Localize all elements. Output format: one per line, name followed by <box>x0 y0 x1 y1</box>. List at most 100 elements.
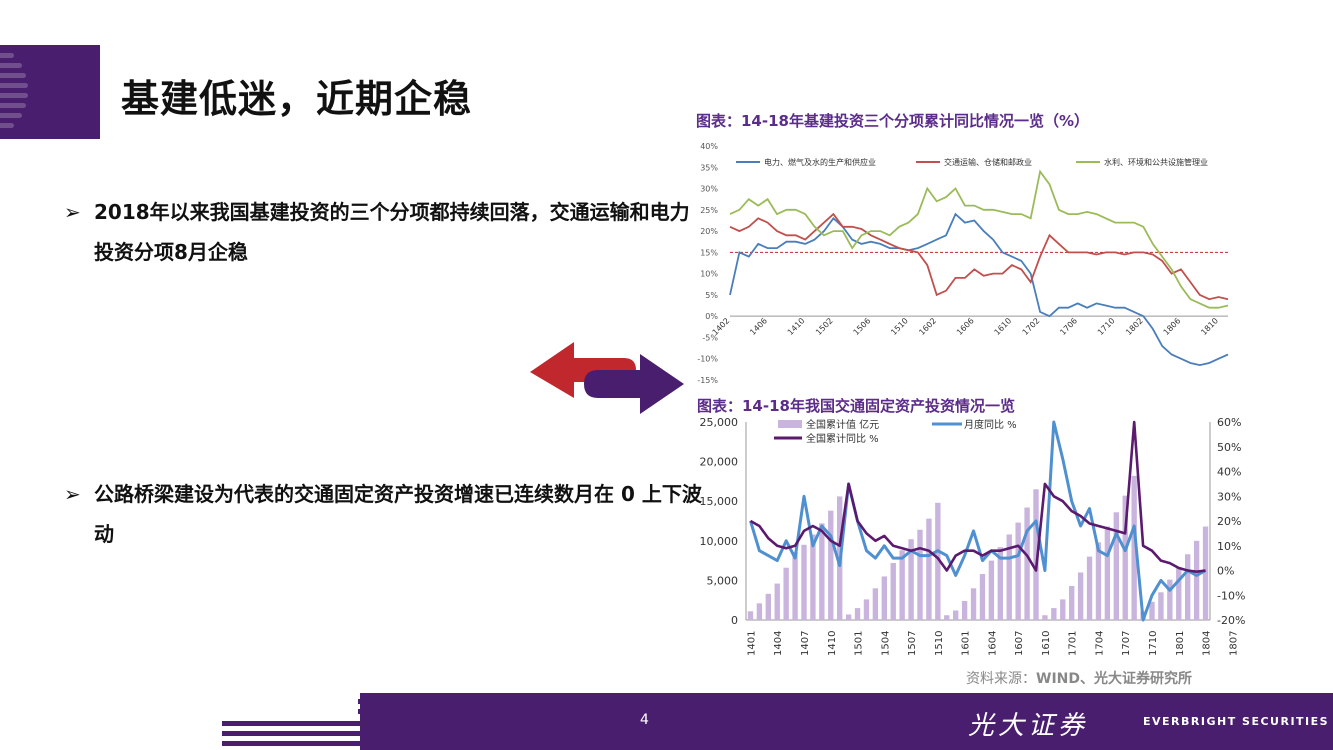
page-number: 4 <box>640 712 649 728</box>
y-tick-label: -10% <box>697 355 718 364</box>
series-line <box>749 420 1207 622</box>
x-tick-label: 1804 <box>1202 631 1213 656</box>
bar <box>783 567 789 620</box>
chart1-title: 图表：14-18年基建投资三个分项累计同比情况一览（%） <box>696 112 1090 130</box>
series-line <box>749 420 1206 573</box>
y-tick-label-left: 15,000 <box>700 495 739 508</box>
bar <box>953 610 959 620</box>
series-line <box>729 212 1229 367</box>
x-tick-label: 1610 <box>1041 631 1052 656</box>
bar <box>1149 601 1155 620</box>
y-tick-label: 40% <box>700 142 718 151</box>
bar <box>1202 526 1209 620</box>
x-tick-label: 1607 <box>1014 631 1025 656</box>
bar <box>908 539 914 620</box>
source-note: 资料来源：WIND、光大证券研究所 <box>966 668 1192 688</box>
bar <box>1051 608 1057 620</box>
x-tick-label: 1610 <box>993 316 1014 337</box>
bar <box>1158 592 1164 620</box>
x-tick-label: 1510 <box>889 316 910 337</box>
bar <box>961 600 968 620</box>
bar <box>1193 540 1200 620</box>
bar <box>1131 475 1137 620</box>
bar <box>1024 507 1030 620</box>
x-tick-label: 1406 <box>748 316 769 337</box>
y-tick-label-right: 60% <box>1217 416 1241 429</box>
bar <box>810 534 816 620</box>
bar <box>747 611 754 620</box>
bar <box>863 599 870 620</box>
x-tick-label: 1404 <box>773 631 784 656</box>
bar <box>926 518 932 620</box>
bar <box>1015 522 1021 620</box>
y-tick-label-right: 30% <box>1217 490 1241 503</box>
y-tick-label: 0% <box>705 312 718 321</box>
y-tick-label: -5% <box>702 333 718 342</box>
bar <box>1069 585 1075 620</box>
bar <box>1122 495 1128 620</box>
x-tick-label: 1806 <box>1162 316 1183 337</box>
x-tick-label: 1506 <box>852 316 873 337</box>
bullet-arrow-icon: ➢ <box>64 200 81 224</box>
y-tick-label-right: 20% <box>1217 515 1241 528</box>
bar <box>1060 599 1066 620</box>
bar <box>774 583 780 620</box>
chart2-title: 图表：14-18年我国交通固定资产投资情况一览 <box>697 397 1015 415</box>
bullet-text: 公路桥梁建设为代表的交通固定资产投资增速已连续数月在 0 上下波动 <box>94 482 702 546</box>
bar <box>1167 579 1173 620</box>
bar <box>979 574 986 620</box>
x-tick-label: 1701 <box>1068 631 1079 656</box>
legend-swatch <box>778 420 802 428</box>
x-tick-label: 1510 <box>934 631 945 656</box>
bar <box>881 576 887 620</box>
y-tick-label: 20% <box>700 227 718 236</box>
x-tick-label: 1507 <box>907 631 918 656</box>
logo-block <box>0 45 100 139</box>
y-tick-label-right: 50% <box>1217 441 1241 454</box>
x-tick-label: 1707 <box>1121 631 1132 656</box>
series-line <box>729 169 1229 309</box>
bar <box>765 593 771 620</box>
bullet-arrow-icon: ➢ <box>64 482 81 506</box>
bar <box>899 550 905 620</box>
x-tick-label: 1810 <box>1199 316 1220 337</box>
x-tick-label: 1710 <box>1096 316 1117 337</box>
y-tick-label-right: -20% <box>1217 614 1245 627</box>
bar <box>792 551 798 620</box>
y-tick-label-left: 20,000 <box>700 456 739 469</box>
y-tick-label-right: 40% <box>1217 466 1241 479</box>
bar <box>1033 489 1039 620</box>
legend-label: 电力、燃气及水的生产和供应业 <box>764 157 876 167</box>
bullet-2: ➢ 公路桥梁建设为代表的交通固定资产投资增速已连续数月在 0 上下波动 <box>64 474 704 554</box>
y-tick-label-right: 0% <box>1217 565 1234 578</box>
bar <box>1113 512 1119 620</box>
bar <box>970 588 977 620</box>
bar <box>1086 556 1093 620</box>
brand-name-en: EVERBRIGHT SECURITIES <box>1143 715 1330 728</box>
x-tick-label: 1602 <box>917 316 938 337</box>
bar <box>988 560 995 620</box>
bullet-text: 2018年以来我国基建投资的三个分项都持续回落，交通运输和电力投资分项8月企稳 <box>94 200 690 264</box>
x-tick-label: 1807 <box>1228 631 1239 656</box>
bar <box>828 510 834 620</box>
chart2: 25,000 20,000 15,000 10,000 5,000 0 60% 50% 40% 3… <box>700 416 1246 656</box>
y-tick-label-left: 25,000 <box>700 416 739 429</box>
footer-stripes <box>222 699 434 746</box>
y-tick-label-left: 10,000 <box>700 535 739 548</box>
x-tick-label: 1504 <box>880 631 891 656</box>
x-tick-label: 1704 <box>1094 631 1105 656</box>
x-tick-label: 1801 <box>1175 631 1186 656</box>
x-tick-label: 1604 <box>987 631 998 656</box>
x-tick-label: 1410 <box>786 316 807 337</box>
x-tick-label: 1606 <box>955 316 976 337</box>
legend-label: 水利、环境和公共设施管理业 <box>1104 157 1208 167</box>
y-tick-label-left: 5,000 <box>707 574 739 587</box>
exchange-arrows-icon <box>530 342 684 414</box>
bar <box>801 544 807 620</box>
x-tick-label: 1706 <box>1058 316 1079 337</box>
page-title: 基建低迷，近期企稳 <box>121 77 473 121</box>
bar <box>917 529 923 620</box>
series-line <box>729 212 1229 301</box>
bar <box>1176 566 1182 620</box>
bar <box>1006 534 1012 620</box>
